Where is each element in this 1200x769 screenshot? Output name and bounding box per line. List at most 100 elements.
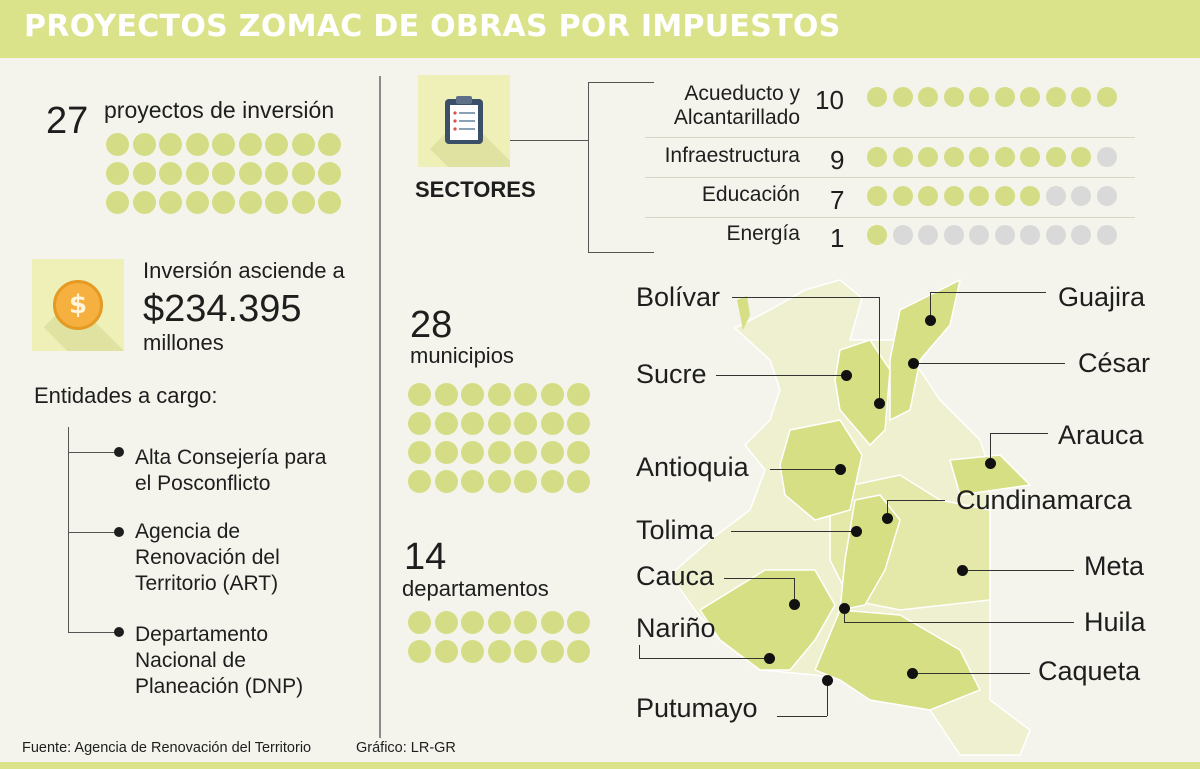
sector-dot-filled xyxy=(1020,147,1040,167)
municipality-dot xyxy=(408,412,431,435)
bullet-icon xyxy=(114,527,124,537)
project-dot xyxy=(238,133,262,156)
sector-name-energia: Energía xyxy=(726,222,800,245)
sector-dot-filled xyxy=(994,147,1015,167)
project-dot xyxy=(106,162,129,185)
project-dot xyxy=(106,133,129,156)
department-dot xyxy=(408,640,431,663)
sector-dot-filled xyxy=(892,186,913,206)
caqueta-putumayo-region xyxy=(814,609,982,711)
entity-item-2: Agencia de Renovación del Territorio (AR… xyxy=(135,520,280,595)
project-dot xyxy=(265,191,288,214)
project-dot xyxy=(185,191,209,214)
southwest-region xyxy=(698,569,836,671)
meta-marker xyxy=(957,565,968,576)
page-title: PROYECTOS ZOMAC DE OBRAS POR IMPUESTOS xyxy=(24,9,841,44)
municipality-dot xyxy=(514,383,537,406)
sector-name-acueducto: Acueducto y Alcantarillado xyxy=(673,82,800,130)
project-dot xyxy=(291,191,315,214)
putumayo-marker xyxy=(822,675,833,686)
sector-dot-empty xyxy=(969,225,989,245)
sector-dot-filled xyxy=(867,147,887,167)
sector-dot-empty xyxy=(892,225,913,245)
project-dot xyxy=(106,191,129,214)
municipality-dot xyxy=(461,412,484,435)
departments-dot-grid xyxy=(408,611,590,663)
label-putumayo: Putumayo xyxy=(636,693,758,723)
entity-item-3: Departamento Nacional de Planeación (DNP… xyxy=(135,623,304,698)
sector-dot-filled xyxy=(892,147,913,167)
sector-dot-empty xyxy=(1045,186,1066,206)
project-dot xyxy=(159,133,182,156)
project-dot xyxy=(212,162,235,185)
sector-dot-filled xyxy=(943,186,964,206)
municipality-dot xyxy=(434,412,458,435)
municipality-dot xyxy=(567,412,590,435)
municipality-dot xyxy=(514,441,537,464)
municipality-dot xyxy=(408,383,431,406)
sector-dot-filled xyxy=(1071,147,1091,167)
sector-dot-filled xyxy=(994,186,1015,206)
project-dot xyxy=(212,191,235,214)
title-banner: PROYECTOS ZOMAC DE OBRAS POR IMPUESTOS xyxy=(0,0,1200,58)
departments-label: departamentos xyxy=(402,576,549,601)
sector-dots-acueducto xyxy=(867,87,1117,107)
sector-dot-filled xyxy=(867,186,887,206)
label-sucre: Sucre xyxy=(636,359,707,389)
cauca-marker xyxy=(789,599,800,610)
municipality-dot xyxy=(567,383,590,406)
sector-dot-empty xyxy=(943,225,964,245)
sector-dot-filled xyxy=(943,147,964,167)
sector-dot-filled xyxy=(918,186,938,206)
municipalities-dot-grid xyxy=(408,383,590,493)
municipality-dot xyxy=(567,470,590,493)
project-dot xyxy=(159,191,182,214)
municipality-dot xyxy=(434,383,458,406)
project-dot xyxy=(265,162,288,185)
bullet-icon xyxy=(114,627,124,637)
investment-amount: $234.395 xyxy=(143,288,302,330)
project-dot xyxy=(238,191,262,214)
sector-dot-filled xyxy=(892,87,913,107)
project-dot xyxy=(318,162,341,185)
municipality-dot xyxy=(461,470,484,493)
column-divider xyxy=(379,76,381,738)
project-dot xyxy=(159,162,182,185)
sector-dot-filled xyxy=(867,87,887,107)
tolima-marker xyxy=(851,526,862,537)
sector-dot-filled xyxy=(1071,87,1091,107)
sector-dot-filled xyxy=(867,225,887,245)
label-meta: Meta xyxy=(1084,551,1145,581)
sector-dot-filled xyxy=(943,87,964,107)
sector-dot-filled xyxy=(969,186,989,206)
department-dot xyxy=(408,611,431,634)
label-huila: Huila xyxy=(1084,607,1146,637)
label-tolima: Tolima xyxy=(636,515,715,545)
municipality-dot xyxy=(487,412,511,435)
sector-dot-empty xyxy=(1071,225,1091,245)
narino-marker xyxy=(764,653,775,664)
arauca-marker xyxy=(985,458,996,469)
projects-count: 27 xyxy=(46,100,89,142)
investment-unit: millones xyxy=(143,330,224,355)
sector-dot-empty xyxy=(994,225,1015,245)
municipality-dot xyxy=(461,441,484,464)
sector-dot-filled xyxy=(994,87,1015,107)
entity-item-1: Alta Consejería para el Posconflicto xyxy=(135,446,327,495)
municipality-dot xyxy=(514,470,537,493)
municipality-dot xyxy=(487,383,511,406)
municipality-dot xyxy=(434,441,458,464)
sector-dot-empty xyxy=(1096,225,1117,245)
dollar-coin-icon: $ xyxy=(53,280,103,330)
entities-title: Entidades a cargo: xyxy=(34,383,218,408)
entities-tree-line xyxy=(68,427,69,633)
investment-intro: Inversión asciende a xyxy=(143,258,345,283)
sector-dot-filled xyxy=(918,147,938,167)
label-narino: Nariño xyxy=(636,613,716,643)
department-dot xyxy=(461,640,484,663)
departments-count: 14 xyxy=(404,536,447,578)
department-dot xyxy=(487,640,511,663)
municipality-dot xyxy=(540,441,564,464)
coin-symbol: $ xyxy=(68,290,88,320)
sector-dot-filled xyxy=(969,147,989,167)
